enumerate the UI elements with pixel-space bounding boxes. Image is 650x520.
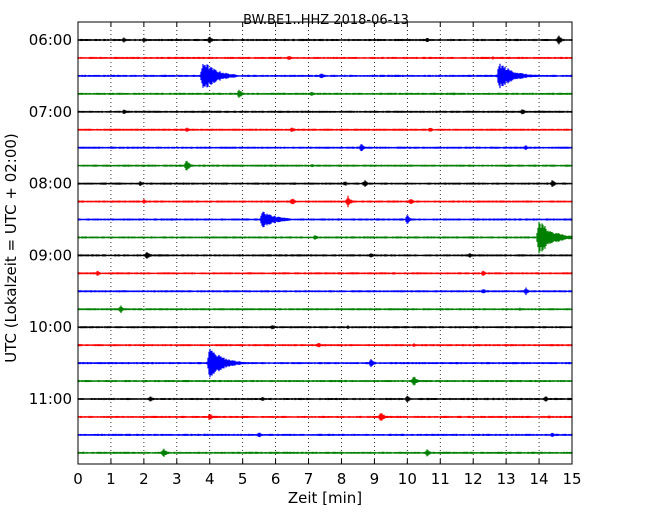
trace-06-15 — [77, 56, 573, 60]
y-axis-label: UTC (Lokalzeit = UTC + 02:00) — [2, 133, 20, 363]
trace-08-15 — [77, 195, 573, 208]
trace-07-45 — [77, 160, 573, 171]
trace-10-15 — [77, 343, 573, 348]
y-tick-label: 08:00 — [29, 175, 72, 193]
trace-10-00 — [77, 325, 573, 330]
y-tick-label: 10:00 — [29, 318, 72, 336]
trace-08-45 — [77, 221, 573, 254]
trace-10-30 — [77, 348, 573, 378]
trace-06-45 — [77, 89, 573, 98]
x-tick-label: 13 — [497, 470, 516, 488]
trace-10-45 — [77, 376, 573, 386]
x-tick-label: 15 — [562, 470, 581, 488]
x-tick-label: 4 — [205, 470, 215, 488]
trace-11-15 — [77, 413, 573, 421]
plot-frame — [77, 21, 573, 465]
x-tick-label: 12 — [464, 470, 483, 488]
x-tick-label: 5 — [238, 470, 248, 488]
trace-08-30 — [77, 211, 573, 228]
x-tick-label: 9 — [370, 470, 380, 488]
y-tick-label: 11:00 — [29, 390, 72, 408]
y-tick-label: 06:00 — [29, 31, 72, 49]
x-tick-label: 6 — [271, 470, 281, 488]
trace-09-30 — [77, 287, 573, 296]
trace-11-00 — [77, 395, 573, 403]
x-tick-label: 3 — [172, 470, 182, 488]
x-tick-label: 14 — [530, 470, 549, 488]
y-tick-label: 07:00 — [29, 103, 72, 121]
trace-07-15 — [77, 127, 573, 132]
x-tick-label: 11 — [431, 470, 450, 488]
trace-07-00 — [77, 109, 573, 115]
y-tick-label: 09:00 — [29, 246, 72, 264]
x-tick-label: 0 — [73, 470, 83, 488]
trace-09-15 — [77, 270, 573, 276]
trace-11-45 — [77, 448, 573, 457]
trace-lines — [77, 35, 573, 457]
trace-06-00 — [77, 35, 573, 45]
x-tick-label: 1 — [106, 470, 116, 488]
axes: 0 1 2 3 4 5 6 7 8 9 10 11 12 13 14 1506:0007:0008:0009:… — [29, 22, 582, 488]
grid-lines — [110, 22, 540, 464]
x-tick-label: 2 — [139, 470, 149, 488]
trace-11-30 — [77, 432, 573, 438]
trace-08-00 — [77, 180, 573, 187]
trace-07-30 — [77, 144, 573, 152]
trace-06-30 — [77, 63, 573, 89]
x-tick-label: 10 — [398, 470, 417, 488]
trace-09-45 — [77, 305, 573, 313]
trace-09-00 — [77, 252, 573, 259]
x-axis-label: Zeit [min] — [288, 489, 362, 507]
x-tick-label: 7 — [304, 470, 314, 488]
x-tick-label: 8 — [337, 470, 347, 488]
chart-title: BW.BE1..HHZ 2018-06-13 — [243, 13, 409, 28]
